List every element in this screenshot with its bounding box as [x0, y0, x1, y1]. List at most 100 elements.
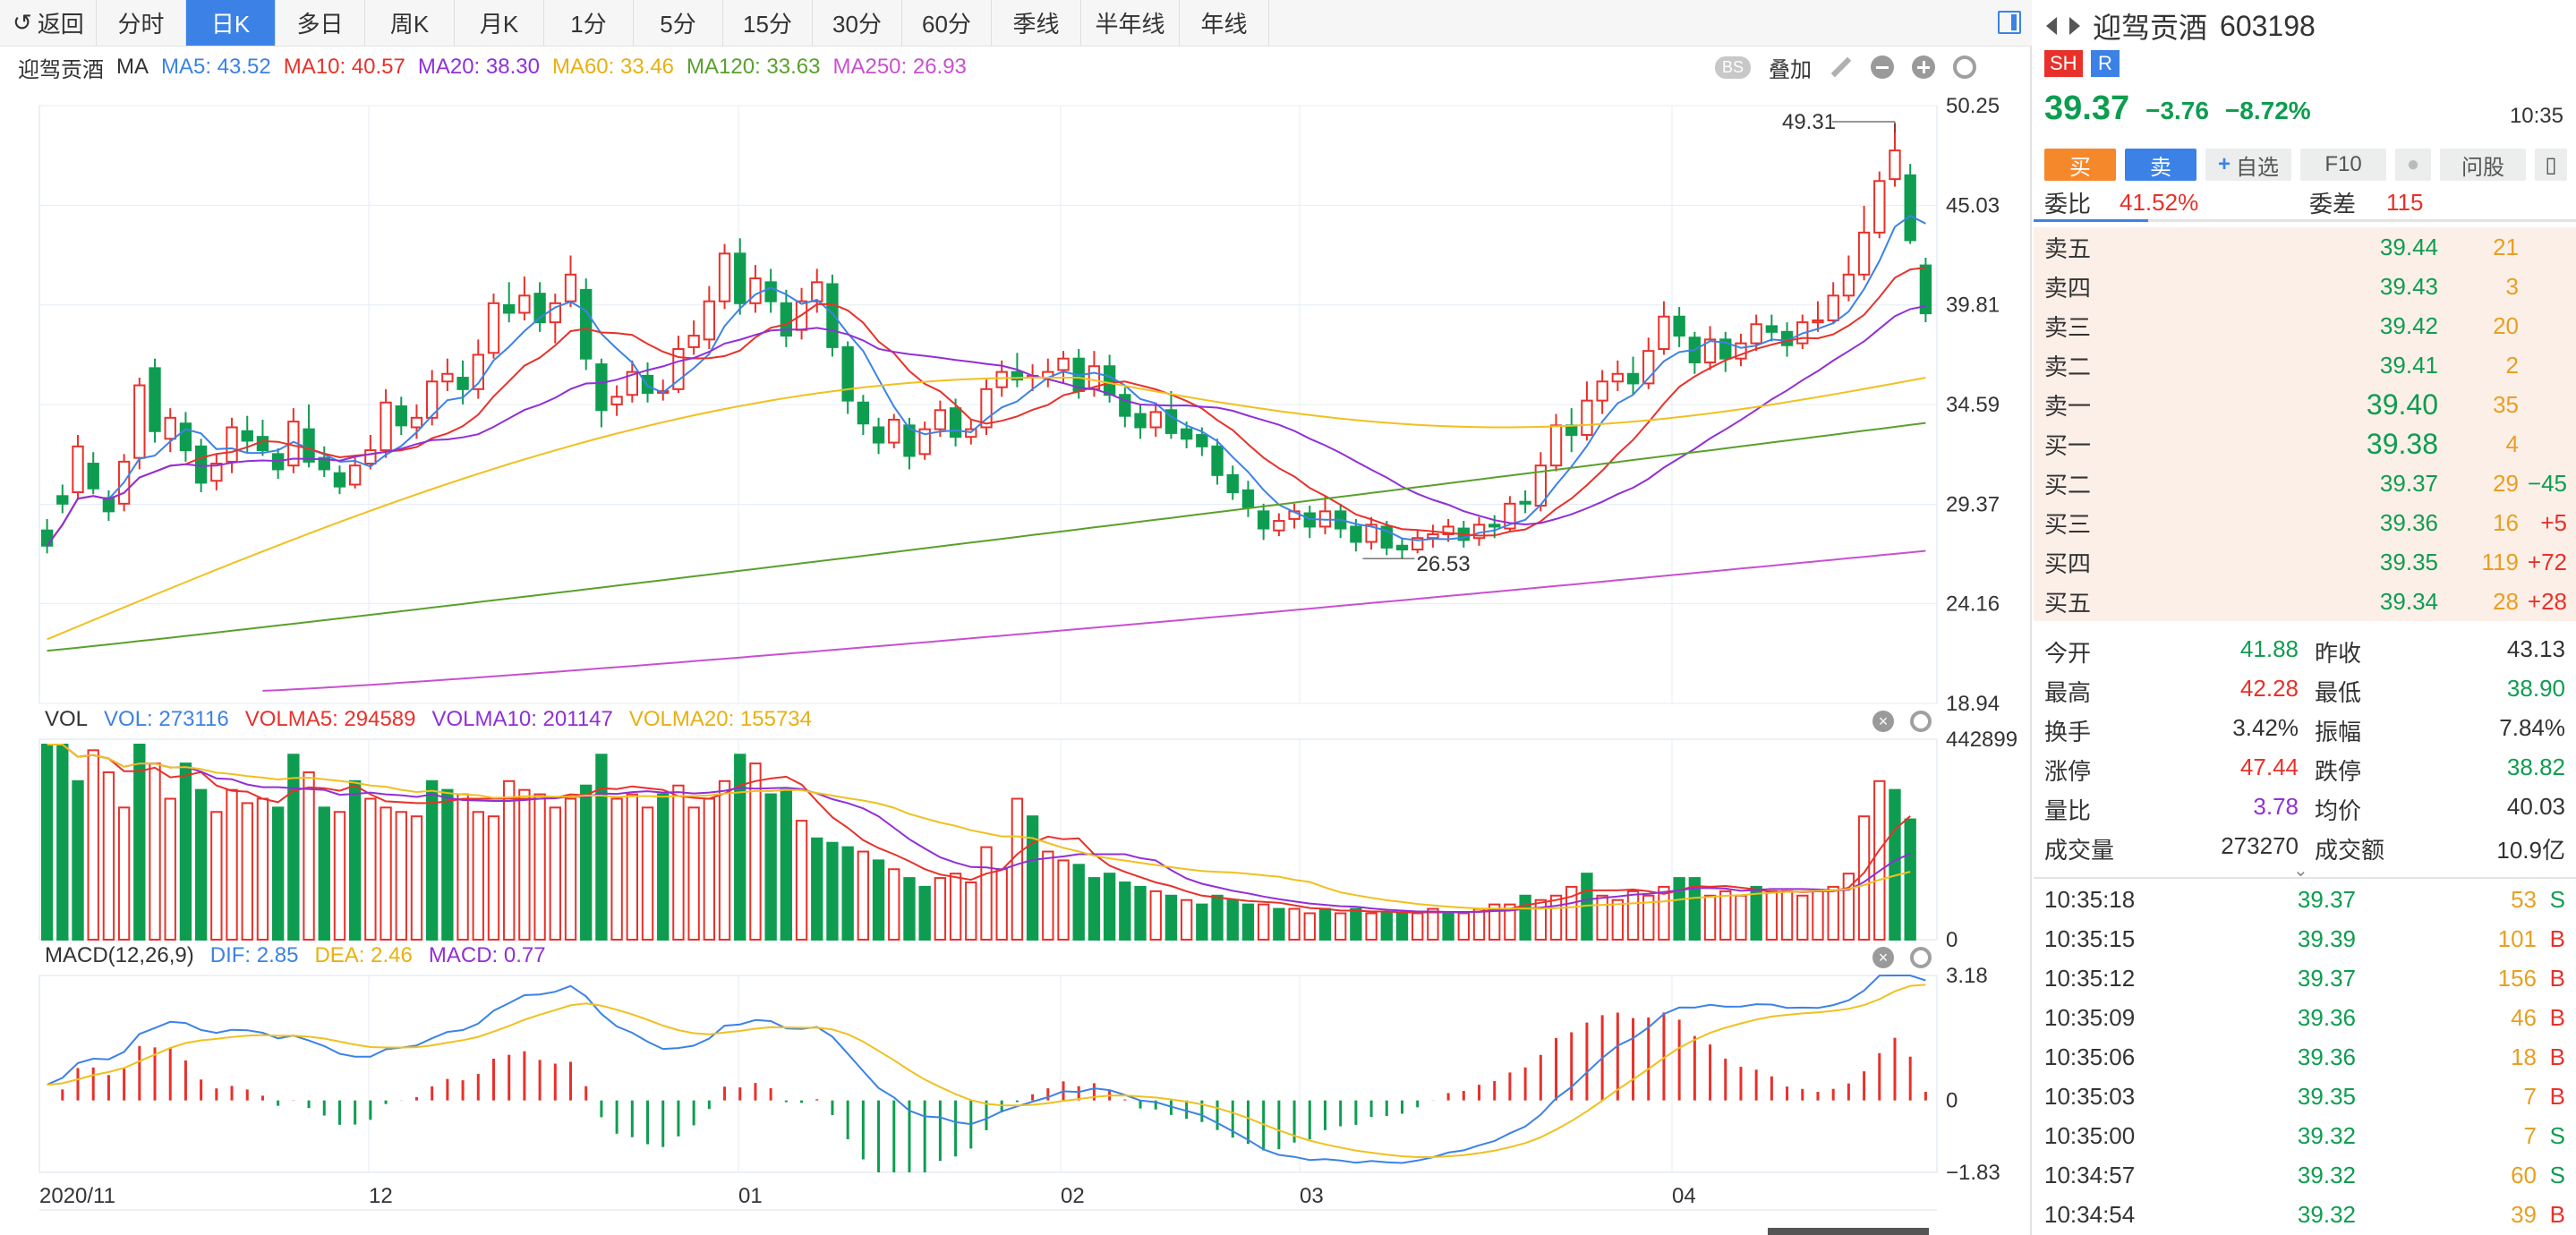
macd-settings-gear-icon[interactable]: [1910, 947, 1932, 968]
volume-bar: [194, 788, 208, 941]
bid-row[interactable]: 买四 39.35 119 +72: [2034, 542, 2576, 582]
ask-row[interactable]: 卖五 39.44 21: [2034, 227, 2576, 267]
ma250-line: [262, 549, 1926, 692]
zoom-in-icon[interactable]: [1912, 55, 1935, 79]
settings-gear-icon[interactable]: [1953, 55, 1976, 79]
volume-bar: [872, 859, 885, 941]
stat-l2: 振幅: [2315, 719, 2362, 745]
ask-stock-button[interactable]: 问股: [2440, 149, 2527, 181]
tab-6[interactable]: 5分: [634, 0, 723, 46]
volume-bar: [657, 793, 670, 941]
candle: [1164, 409, 1178, 434]
volma10-line: [47, 744, 1911, 913]
volume-bar: [780, 788, 793, 941]
bid-row[interactable]: 买二 39.37 29 −45: [2034, 464, 2576, 503]
volume-bar: [133, 744, 146, 941]
tab-4[interactable]: 月K: [455, 0, 544, 46]
back-button[interactable]: ↺ 返回: [0, 0, 97, 46]
zoom-out-icon[interactable]: [1871, 55, 1894, 79]
candle: [1919, 264, 1932, 315]
stat-l2: 均价: [2315, 797, 2362, 824]
candle: [518, 294, 531, 314]
tab-12[interactable]: 年线: [1180, 0, 1269, 46]
ratio-bar: [2034, 219, 2148, 222]
panel-layout-icon[interactable]: ▯: [2535, 149, 2568, 181]
trade-p: 39.32: [2297, 1201, 2356, 1228]
volma5-line: [47, 744, 1911, 914]
volume-bar: [1857, 815, 1871, 941]
volume-bar: [318, 806, 330, 941]
candle: [780, 302, 793, 337]
tab-10[interactable]: 季线: [992, 0, 1081, 46]
expand-chevron-icon[interactable]: ⌄: [2293, 861, 2308, 881]
ask-row[interactable]: 卖三 39.42 20: [2034, 306, 2576, 345]
ask-row[interactable]: 卖一 39.40 35: [2034, 385, 2576, 424]
volume-bar: [672, 784, 685, 941]
volume-bar: [1812, 890, 1824, 941]
volume-bar: [826, 841, 839, 941]
candle: [1057, 357, 1070, 371]
price-tick-label: 45.03: [1946, 193, 2000, 217]
tab-5[interactable]: 1分: [544, 0, 634, 46]
overlay-button[interactable]: 叠加: [1769, 57, 1812, 82]
stat-l1: 最高: [2044, 679, 2092, 706]
volume-bar: [72, 779, 84, 941]
bs-toggle[interactable]: BS: [1714, 55, 1751, 79]
book-price: 39.42: [2379, 311, 2438, 339]
ask-row[interactable]: 卖二 39.41 2: [2034, 345, 2576, 385]
toggle-side-panel-icon[interactable]: [1998, 11, 2021, 34]
tab-2[interactable]: 多日: [276, 0, 365, 46]
close-macd-pane-icon[interactable]: ×: [1872, 947, 1894, 968]
tab-7[interactable]: 15分: [723, 0, 813, 46]
trade-t: 10:35:15: [2044, 925, 2136, 952]
candle: [1365, 524, 1378, 543]
bid-row[interactable]: 买五 39.34 28 +28: [2034, 582, 2576, 621]
candle: [1703, 338, 1717, 363]
kline-svg[interactable]: 50.25 45.03 39.81 34.59 29.37 24.16 18.94 2020/…: [0, 0, 2032, 1235]
ask-row[interactable]: 卖四 39.43 3: [2034, 267, 2576, 306]
tab-1[interactable]: 日K: [186, 0, 276, 46]
bid-row[interactable]: 买一 39.38 4: [2034, 424, 2576, 464]
next-stock-icon[interactable]: [2069, 17, 2080, 35]
sell-button[interactable]: 卖: [2125, 149, 2196, 181]
volume-bar: [626, 793, 639, 941]
candle: [1350, 525, 1362, 543]
x-tick-label: 2020/11: [39, 1184, 115, 1208]
chart-toolbar: BS 叠加: [1714, 50, 1976, 84]
tab-11[interactable]: 半年线: [1081, 0, 1180, 46]
ma250-value: MA250: 26.93: [832, 55, 967, 79]
volume-bar: [1735, 894, 1747, 941]
dea-line: [47, 984, 1926, 1158]
dif-line: [47, 975, 1926, 1164]
close-vol-pane-icon[interactable]: ×: [1872, 711, 1894, 732]
volume-bar: [1642, 894, 1655, 941]
prev-stock-icon[interactable]: [2046, 17, 2057, 35]
tab-9[interactable]: 60分: [902, 0, 992, 46]
trade-d: B: [2549, 1083, 2565, 1110]
watchlist-button[interactable]: + 自选: [2205, 149, 2292, 181]
bid-row[interactable]: 买三 39.36 16 +5: [2034, 503, 2576, 542]
f10-button[interactable]: F10: [2300, 149, 2387, 181]
price-tick-label: 50.25: [1946, 94, 2000, 118]
volume-bar: [1011, 797, 1024, 941]
candle: [1149, 411, 1162, 429]
book-label: 卖三: [2044, 313, 2092, 341]
buy-button[interactable]: 买: [2044, 149, 2116, 181]
tab-0[interactable]: 分时: [97, 0, 186, 46]
bell-icon[interactable]: ●: [2395, 149, 2432, 181]
stat-v1: 41.88: [2239, 635, 2299, 662]
volume-bar: [564, 797, 577, 941]
candle: [1565, 424, 1578, 437]
volume-bar: [210, 811, 223, 941]
volume-bar: [487, 815, 500, 941]
candle: [1395, 544, 1409, 551]
trade-row: 10:35:09 39.36 46 B: [2034, 997, 2576, 1036]
tab-8[interactable]: 30分: [813, 0, 902, 46]
volume-bar: [1318, 907, 1332, 941]
candle: [210, 463, 223, 482]
book-vol: 20: [2493, 311, 2519, 339]
back-icon: ↺: [13, 9, 32, 36]
volume-bar: [1565, 885, 1578, 941]
vol-settings-gear-icon[interactable]: [1910, 711, 1932, 732]
tab-3[interactable]: 周K: [365, 0, 455, 46]
